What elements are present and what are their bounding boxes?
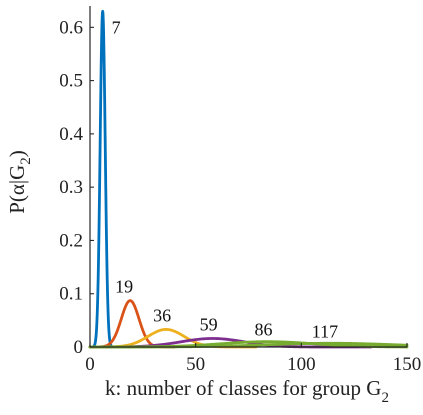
x-tick-label: 50 (186, 354, 205, 375)
peak-label-19: 19 (115, 277, 133, 297)
x-tick-label: 0 (85, 354, 95, 375)
x-axis-label: k: number of classes for group G2 (105, 376, 389, 406)
peak-label-86: 86 (255, 320, 273, 340)
y-tick-label: 0.3 (59, 177, 83, 198)
x-ticks: 0 50 100 150 (85, 343, 421, 375)
y-axis-label: P(α|G2) (5, 150, 34, 214)
y-ticks: 0 0.1 0.2 0.3 0.4 0.5 0.6 (59, 17, 94, 358)
peak-labels: 7 19 36 59 86 117 (112, 17, 338, 341)
y-tick-label: 0.2 (59, 230, 83, 251)
series-line-7 (88, 9, 117, 349)
y-tick-label: 0.4 (59, 124, 83, 145)
y-tick-label: 0 (74, 337, 84, 358)
peak-label-117: 117 (312, 321, 338, 341)
x-tick-label: 100 (287, 354, 316, 375)
series-layer (88, 9, 409, 349)
axes (89, 6, 407, 348)
y-tick-label: 0.1 (59, 284, 83, 305)
peak-label-59: 59 (200, 314, 218, 334)
peak-label-7: 7 (112, 17, 121, 37)
y-tick-label: 0.5 (59, 71, 83, 92)
x-tick-label: 150 (393, 354, 422, 375)
peak-label-36: 36 (153, 305, 171, 325)
y-tick-label: 0.6 (59, 17, 83, 38)
